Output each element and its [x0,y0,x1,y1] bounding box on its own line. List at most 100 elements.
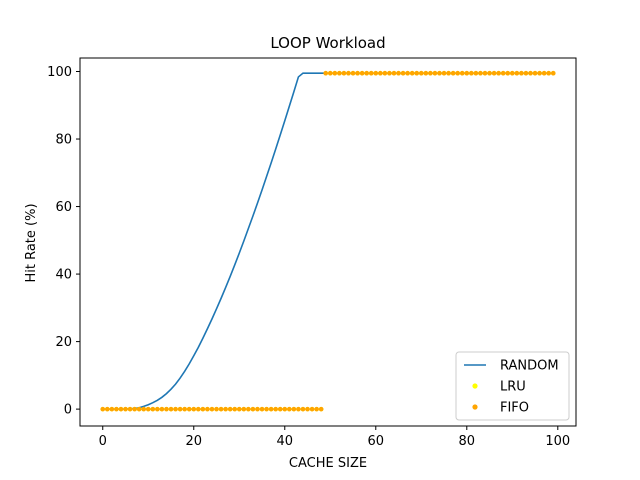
series-fifo-point [141,406,147,412]
series-fifo-point [487,70,492,76]
series-fifo-point [196,406,201,412]
series-fifo-point [309,406,315,412]
x-tick-label: 100 [545,434,570,449]
series-fifo-point [136,406,142,412]
series-fifo-point [473,70,479,76]
series-fifo-point [291,406,297,412]
series-fifo-point [241,406,247,412]
series-fifo-point [250,406,256,412]
series-fifo-point [200,406,206,412]
series-fifo-point [391,70,397,76]
series-fifo-point [105,406,110,412]
series-fifo-point [132,406,137,412]
series-fifo-point [214,406,219,412]
series-fifo-point [259,406,265,412]
series-fifo-point [236,406,242,412]
series-fifo-point [182,406,187,412]
series-fifo-point [332,70,338,76]
series-fifo-point [255,406,260,412]
series-fifo-point [205,406,210,412]
series-fifo-point [209,406,215,412]
series-fifo-point [400,70,406,76]
legend: RANDOM LRU FIFO [455,351,570,421]
series-fifo-point [337,70,342,76]
series-fifo-point [186,406,192,412]
series-fifo-point [296,406,301,412]
y-axis-label: Hit Rate (%) [24,203,39,282]
series-fifo-point [155,406,160,412]
series-fifo-point [459,70,465,76]
series-fifo-point [500,70,506,76]
series-fifo-point [437,70,442,76]
series-fifo-point [491,70,497,76]
series-fifo-point [264,406,269,412]
series-fifo-point [287,406,292,412]
series-fifo-point [450,70,456,76]
series-fifo-point [282,406,288,412]
legend-label-fifo: FIFO [500,401,529,416]
series-fifo-point [173,406,178,412]
y-tick-label: 20 [55,335,72,350]
x-tick-label: 20 [185,434,202,449]
series-fifo-point [409,70,415,76]
series-fifo-point [314,406,319,412]
series-fifo-point [359,70,365,76]
series-fifo-point [387,70,392,76]
series-fifo-point [478,70,483,76]
series-fifo-point [223,406,228,412]
series-fifo-point [469,70,474,76]
series-fifo-point [414,70,420,76]
series-fifo-point [514,70,520,76]
legend-swatch-fifo [472,404,478,410]
series-fifo-point [432,70,438,76]
series-fifo-point [523,70,529,76]
series-fifo-point [428,70,433,76]
series-fifo-point [532,70,538,76]
series-fifo-point [537,70,542,76]
x-tick-label: 0 [99,434,107,449]
series-fifo-point [323,70,329,76]
series-fifo-point [464,70,470,76]
series-fifo-point [177,406,183,412]
x-tick-label: 80 [459,434,476,449]
series-fifo-point [327,70,333,76]
series-fifo-point [496,70,501,76]
series-fifo-point [509,70,515,76]
x-tick-label: 60 [368,434,385,449]
series-fifo-point [227,406,233,412]
series-fifo-point [373,70,379,76]
plot-area: 0 20 40 60 80 100 0 20 40 60 80 100 [47,57,577,449]
series-fifo-point [396,70,401,76]
series-fifo-point [528,70,533,76]
x-axis-label: CACHE SIZE [289,456,367,471]
series-fifo-point [123,406,128,412]
series-fifo-point [246,406,251,412]
series-fifo-point [109,406,115,412]
x-tick-label: 40 [276,434,293,449]
series-fifo-point [341,70,347,76]
series-fifo-point [519,70,524,76]
legend-box [455,351,570,421]
series-fifo-point [150,406,156,412]
series-fifo-point [118,406,124,412]
series-fifo-point [541,70,547,76]
series-fifo-point [482,70,488,76]
series-fifo-point [546,70,551,76]
series-fifo-point [550,70,556,76]
series-fifo-point [368,70,374,76]
series-fifo-point [378,70,383,76]
series-fifo-point [164,406,169,412]
series-fifo-point [364,70,369,76]
y-tick-label: 40 [55,268,72,283]
series-fifo-point [114,406,119,412]
series-fifo-point [346,70,351,76]
series-fifo-point [145,406,151,412]
axes-frame [79,57,577,427]
y-tick-label: 100 [47,65,72,80]
series-fifo-point [505,70,511,76]
series-fifo-point [446,70,451,76]
series-fifo-point [159,406,165,412]
y-tick-label: 80 [55,133,72,148]
series-fifo-point [382,70,388,76]
